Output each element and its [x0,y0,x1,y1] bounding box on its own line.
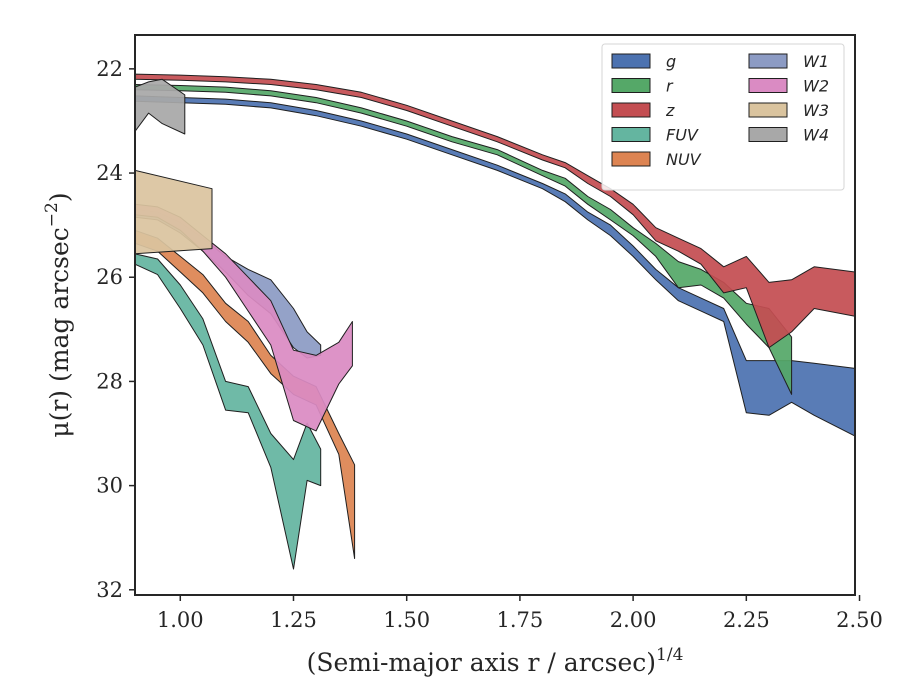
x-tick-label: 1.25 [270,608,317,632]
bands-layer [135,73,855,570]
x-tick-label: 1.00 [157,608,204,632]
legend-swatch-w3 [748,102,788,118]
legend-swatch-g [611,53,651,69]
legend-label-fuv: FUV [666,126,699,145]
y-axis-ticks: 22 24 26 28 30 32 [96,57,135,602]
legend-swatch-r [611,78,651,93]
legend-swatch-nuv [611,151,651,167]
legend-swatch-w4 [748,127,788,142]
band-w4 [135,78,186,135]
x-tick-label: 1.50 [383,608,430,632]
x-axis-label: (Semi-major axis r / arcsec)1/4 [307,645,684,677]
band-fuv [135,253,322,570]
legend-swatch-w1 [748,53,788,69]
plot-frame [134,34,856,596]
legend-label-nuv: NUV [666,150,702,169]
legend-label-w3: W3 [803,101,829,120]
legend-swatch-z [611,102,651,118]
band-g [135,95,855,437]
y-tick-label: 30 [96,474,123,498]
legend-label-w4: W4 [803,126,829,145]
band-z [135,73,855,349]
y-tick-label: 22 [96,57,123,81]
y-tick-label: 32 [96,578,123,602]
legend-label-g: g [666,52,676,71]
x-tick-label: 1.75 [497,608,544,632]
x-tick-label: 2.00 [610,608,657,632]
legend: grz FUV NUV W1 W2 W3 W4 [601,43,845,191]
legend-label-r: r [666,77,674,96]
legend-label-w2: W2 [803,77,829,96]
x-tick-label: 2.25 [723,608,770,632]
y-tick-label: 24 [96,161,123,185]
y-axis-label: μ(r) (mag arcsec−2) [42,192,74,437]
legend-swatch-w2 [748,78,788,93]
x-tick-label: 2.50 [836,608,883,632]
y-tick-label: 28 [96,369,123,393]
legend-label-z: z [665,101,675,120]
band-r [135,84,793,395]
y-tick-label: 26 [96,265,123,289]
legend-swatch-fuv [611,127,651,142]
x-axis-ticks: 1.00 1.25 1.50 1.75 2.00 2.25 2.50 [157,595,883,632]
legend-label-w1: W1 [803,52,829,71]
band-w3 [135,169,213,255]
